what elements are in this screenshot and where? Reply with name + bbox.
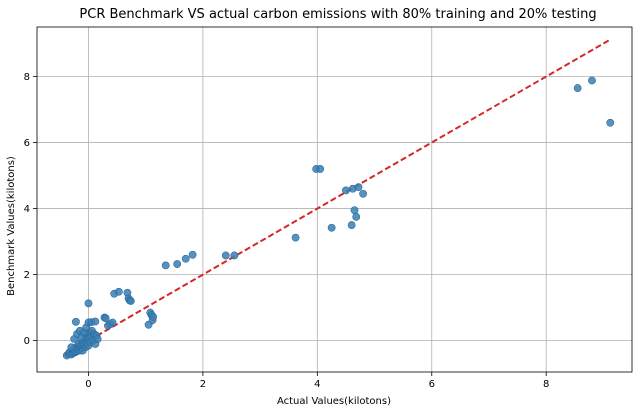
data-point	[91, 317, 100, 326]
data-point	[188, 250, 197, 259]
y-tick-label: 4	[24, 204, 30, 215]
data-point	[114, 287, 123, 296]
data-point	[67, 343, 76, 352]
data-point	[84, 299, 93, 308]
x-tick-label: 8	[543, 379, 549, 390]
y-tick-label: 2	[24, 270, 30, 281]
x-tick-label: 4	[314, 379, 320, 390]
data-point	[327, 223, 336, 232]
data-point	[230, 251, 239, 260]
y-tick-label: 8	[24, 72, 30, 83]
chart-title: PCR Benchmark VS actual carbon emissions…	[79, 7, 596, 22]
y-tick-label: 0	[24, 336, 30, 347]
x-tick-label: 0	[85, 379, 91, 390]
data-point	[181, 254, 190, 263]
plot-frame	[36, 26, 633, 373]
data-point	[101, 314, 110, 323]
data-point	[316, 165, 325, 173]
y-tick-label: 6	[24, 138, 30, 149]
data-point	[342, 186, 350, 195]
data-point	[588, 76, 596, 85]
data-point	[108, 318, 117, 327]
data-point	[93, 335, 102, 343]
data-point	[359, 189, 368, 198]
x-tick-label: 2	[200, 379, 206, 390]
data-point	[72, 317, 80, 326]
x-axis-label: Actual Values(kilotons)	[277, 396, 391, 407]
data-point	[149, 312, 158, 321]
data-point	[352, 212, 361, 221]
data-point	[126, 297, 135, 305]
x-tick-label: 6	[429, 379, 435, 390]
data-point	[354, 183, 363, 192]
data-point	[161, 261, 170, 270]
data-point	[573, 84, 582, 92]
data-points	[62, 76, 615, 360]
data-point	[606, 118, 615, 127]
data-point	[173, 260, 182, 268]
data-point	[350, 206, 359, 215]
data-point	[347, 221, 356, 229]
grid	[37, 27, 632, 372]
fit-line-layer	[65, 38, 611, 355]
regression-line	[65, 38, 611, 355]
data-point	[221, 251, 230, 260]
axis-ticks: 0 2 4 6 8 0 2 4 6 8	[24, 72, 550, 390]
y-axis-label: Benchmark Values(kilotons)	[6, 156, 17, 296]
data-point	[291, 233, 300, 242]
